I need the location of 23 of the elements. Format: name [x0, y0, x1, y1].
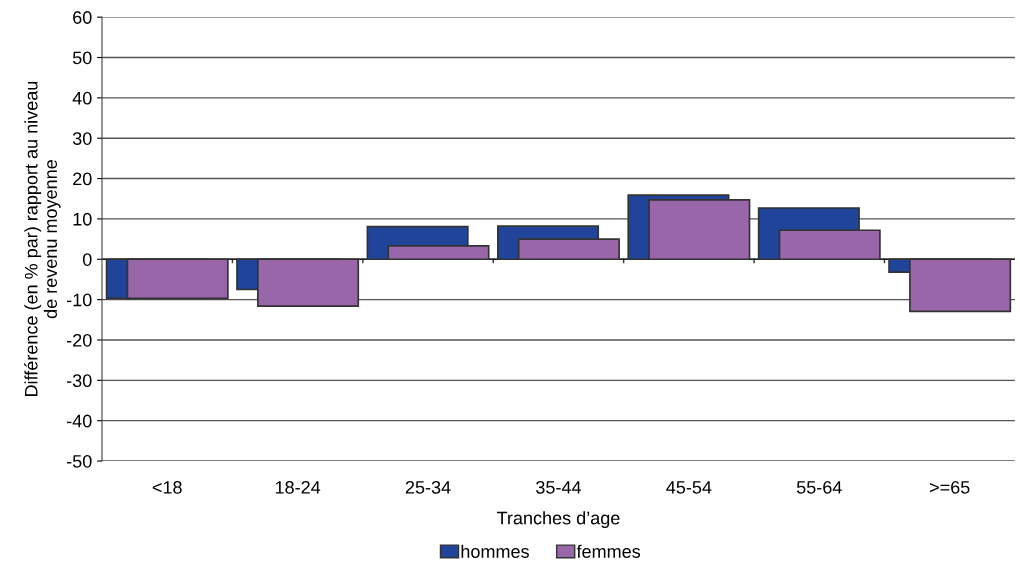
x-tick-label: >=65	[930, 480, 970, 494]
x-axis-title: Tranches d’age	[496, 511, 620, 529]
y-tick-label: 50	[72, 51, 92, 65]
x-tick-label: 55-64	[796, 480, 842, 494]
y-tick-label: -10	[66, 293, 92, 307]
y-tick-label: -50	[66, 454, 92, 468]
y-tick-label: 0	[82, 253, 92, 266]
x-tick-label: <18	[152, 480, 182, 494]
y-tick-label: 10	[73, 212, 92, 226]
y-tick-label: 20	[73, 172, 92, 186]
y-tick-label: 30	[72, 132, 92, 145]
y-tick-label: -20	[66, 333, 92, 347]
x-tick-label: 45-54	[666, 481, 712, 494]
y-tick-label: -30	[66, 374, 92, 388]
y-axis-title: Différence (en % par) rapport au niveau de revenu moyenne	[24, 81, 61, 397]
y-tick-label: 40	[72, 91, 92, 105]
x-tick-label: 18-24	[275, 480, 321, 494]
y-tick-label: -40	[66, 414, 92, 428]
y-tick-label: 60	[73, 11, 92, 24]
x-tick-label: 35-44	[536, 480, 582, 494]
legend-label: hommes	[461, 544, 529, 558]
x-tick-label: 25-34	[405, 480, 451, 494]
legend-label: femmes	[576, 544, 641, 558]
